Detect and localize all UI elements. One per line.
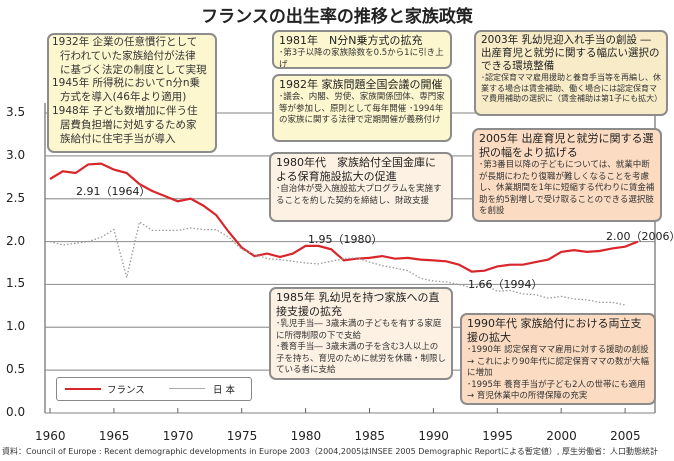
annotation-1964: 2.91（1964） — [76, 185, 151, 198]
policy-box-1990s: 1990年代 家族給付における両立支援の拡大 ･1990年 認定保育ママ雇用に対… — [460, 313, 656, 405]
policy-box-2003: 2003年 乳幼児迎入れ手当の創設 ― 出産育児と就労に関する幅広い選択のできる… — [474, 30, 668, 116]
box-line: 居費負担増に対処するため家 — [60, 118, 197, 131]
box-heading: 1981年 N分N乗方式の拡充 — [279, 34, 423, 47]
x-tick-label: 1960 — [35, 429, 66, 443]
policy-box-1981: 1981年 N分N乗方式の拡充 ･第3子以降の家族除数を0.5から1に引き上げ — [272, 30, 452, 69]
x-tick-label: 1990 — [418, 429, 449, 443]
x-tick-label: 2005 — [610, 429, 641, 443]
x-tick-label: 1970 — [162, 429, 194, 443]
y-tick-label: 1.0 — [6, 319, 26, 334]
box-line: 族給付に住宅手当が導入 — [60, 132, 176, 145]
y-tick-label: 2.0 — [6, 233, 26, 248]
box-heading: 1985年 乳幼児を持つ家族への直接支援の拡充 — [276, 291, 440, 318]
x-tick-label: 1980 — [290, 429, 322, 443]
policy-box-2005: 2005年 出産育児と就労に関する選択の幅をより拡げる ･第3番目以降の子どもに… — [472, 128, 662, 222]
x-tick-label: 2000 — [546, 429, 577, 443]
box-line: 行われていた家族給付が法律 — [60, 49, 196, 62]
box-body: ･議会、内閣、労使、家族関係団体、専門家等が参加し、原則として毎年開催 ･199… — [279, 92, 445, 125]
y-tick-label: 3.5 — [6, 105, 26, 119]
annotation-2006: 2.00（2006） — [606, 230, 674, 243]
x-tick-label: 1975 — [226, 429, 258, 443]
y-tick-label: 0.0 — [6, 405, 26, 419]
x-tick-label: 1985 — [354, 429, 386, 443]
box-body: ･認定保育ママ雇用援助と養育手当等を再編し、休業する場合は賃金補助、働く場合には… — [481, 73, 663, 103]
source-footnote: 資料：Council of Europe : Recent demographi… — [2, 447, 658, 456]
x-tick-label: 1995 — [482, 429, 513, 443]
box-body: ･第3子以降の家族除数を0.5から1に引き上げ — [279, 48, 444, 69]
legend-japan-swatch — [169, 388, 205, 389]
box-heading: 1982年 家族問題全国会議の開催 — [279, 78, 443, 91]
box-heading: 2005年 出産育児と就労に関する選択の幅をより拡げる — [479, 132, 654, 159]
chart-title: フランスの出生率の推移と家族政策 — [201, 7, 473, 27]
policy-box-1985: 1985年 乳幼児を持つ家族への直接支援の拡充 ･乳児手当― 3歳未満の子どもを… — [269, 287, 453, 380]
box-heading: 1990年代 家族給付における両立支援の拡大 — [467, 317, 642, 344]
y-tick-label: 2.5 — [6, 190, 26, 205]
y-tick-label: 1.5 — [6, 276, 26, 291]
y-tick-label: 0.5 — [6, 362, 26, 377]
box-body: ･第3番目以降の子どもについては、就業中断が長期にわたり復職が難しくなることを考… — [479, 160, 655, 216]
x-tick-label: 1965 — [98, 429, 130, 443]
box-body: ･養育手当― 3歳未満の子を含む3人以上の子を持ち、育児のために就労を休職・制限… — [276, 342, 447, 375]
box-line: 方式を導入(46年より適用) — [60, 91, 187, 104]
box-body: ･自治体が受入施設拡大プログラムを実施することを約した契約を締結し、財政支援 — [276, 184, 442, 206]
box-line: 1932年 企業の任意慣行として — [52, 36, 198, 48]
legend: フランス 日 本 — [56, 377, 252, 401]
box-body: ･乳児手当― 3歳未満の子どもを有する家庭に所得制限の下で支給 — [276, 319, 442, 341]
annotation-1994: 1.66（1994） — [468, 278, 543, 291]
box-heading: 2003年 乳幼児迎入れ手当の創設 ― 出産育児と就労に関する幅広い選択のできる… — [481, 34, 660, 72]
policy-box-1982: 1982年 家族問題全国会議の開催 ･議会、内閣、労使、家族関係団体、専門家等が… — [272, 74, 452, 142]
box-line: に基づく法定の制度として実現 — [60, 63, 207, 76]
series-france-line — [49, 162, 639, 273]
box-body: ･1995年 養育手当が子ども2人の世帯にも適用 → 育児休業中の所得保障の充実 — [467, 379, 646, 402]
box-line: 1948年 子ども数増加に伴う住 — [52, 104, 198, 117]
y-tick-label: 3.0 — [6, 147, 26, 162]
policy-box-1980s: 1980年代 家族給付全国金庫による保育施設拡大の促進 ･自治体が受入施設拡大プ… — [269, 152, 453, 222]
box-line: 1945年 所得税においてn分n乗 — [52, 77, 201, 90]
annotation-1980: 1.95（1980） — [308, 233, 383, 246]
legend-france-swatch — [65, 388, 101, 390]
legend-france-label: フランス — [107, 385, 145, 396]
policy-box-1932: 1932年 企業の任意慣行として 行われていた家族給付が法律 に基づく法定の制度… — [47, 33, 217, 153]
box-body: ･1990年 認定保育ママ雇用に対する援助の創設 → これにより90年代に認定保… — [467, 345, 649, 378]
legend-japan-label: 日 本 — [213, 385, 236, 396]
box-heading: 1980年代 家族給付全国金庫による保育施設拡大の促進 — [276, 156, 436, 183]
